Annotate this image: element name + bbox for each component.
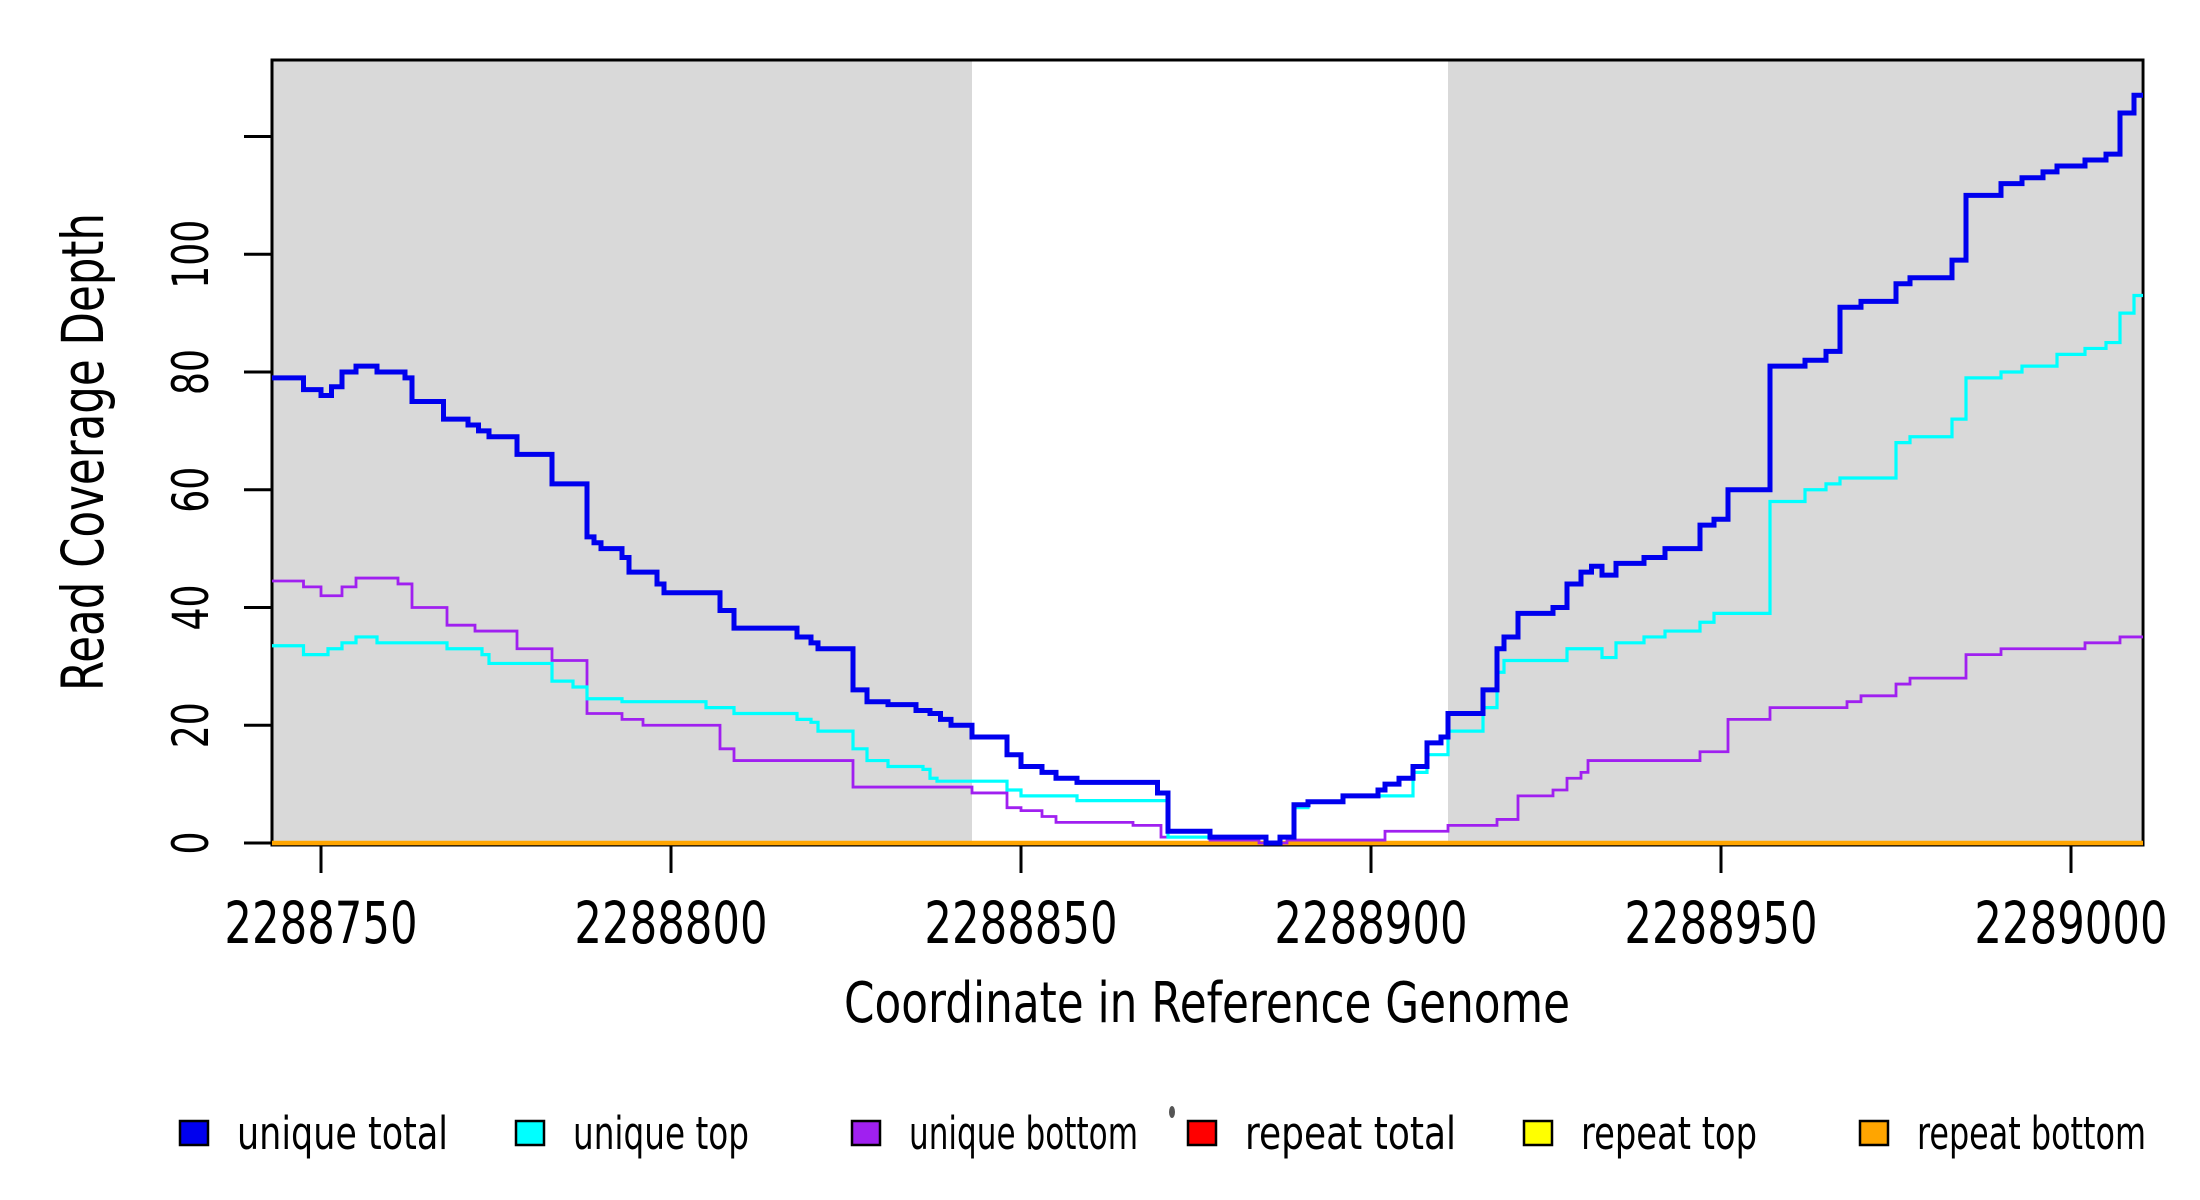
x-axis-ticks: 2288750 2288800 2288850 2288900 2288950 22890… <box>224 845 2168 957</box>
legend-label: unique bottom <box>909 1107 1138 1160</box>
legend: unique total unique top unique bottom repea… <box>178 1107 2146 1160</box>
x-tick-label: 2288850 <box>924 889 1117 957</box>
legend-item: repeat bottom <box>1858 1107 2146 1160</box>
x-tick-label: 2288950 <box>1624 889 1817 957</box>
x-tick-label: 2288800 <box>574 889 767 957</box>
legend-item: unique bottom <box>850 1107 1138 1160</box>
legend-label: unique total <box>237 1107 448 1160</box>
y-tick-label: 80 <box>162 349 220 395</box>
legend-label: repeat top <box>1581 1107 1757 1160</box>
shaded-band <box>272 61 972 844</box>
legend-item: repeat total <box>1186 1107 1456 1160</box>
shaded-bands <box>272 61 2141 844</box>
series-lines <box>272 92 2143 846</box>
y-tick-label: 0 <box>162 832 220 855</box>
series-unique-bottom-line <box>272 576 2143 845</box>
stray-mark <box>1169 1106 1175 1118</box>
legend-swatch <box>1858 1119 1890 1147</box>
legend-label: unique top <box>573 1107 749 1160</box>
y-tick-label: 100 <box>162 220 220 289</box>
x-tick-label: 2289000 <box>1974 889 2167 957</box>
legend-swatch <box>514 1119 546 1147</box>
x-axis-title: Coordinate in Reference Genome <box>844 971 1570 1036</box>
x-tick-label: 2288750 <box>224 889 417 957</box>
x-tick-label: 2288900 <box>1274 889 1467 957</box>
y-tick-label: 60 <box>162 467 220 513</box>
y-tick-label: 20 <box>162 702 220 748</box>
y-axis-title: Read Coverage Depth <box>49 213 117 691</box>
legend-swatch <box>1186 1119 1218 1147</box>
legend-item: unique total <box>178 1107 448 1160</box>
legend-swatch <box>1522 1119 1554 1147</box>
series-unique-total-line <box>272 92 2143 846</box>
legend-item: unique top <box>514 1107 749 1160</box>
legend-swatch <box>850 1119 882 1147</box>
y-tick-label: 40 <box>162 585 220 631</box>
y-axis-ticks: 0 20 40 60 80 100 <box>162 135 272 855</box>
legend-label: repeat bottom <box>1917 1107 2146 1160</box>
legend-item: repeat top <box>1522 1107 1757 1160</box>
legend-label: repeat total <box>1245 1107 1456 1160</box>
shaded-band <box>1448 61 2141 844</box>
legend-swatch <box>178 1119 210 1147</box>
series-unique-top-line <box>272 293 2143 845</box>
